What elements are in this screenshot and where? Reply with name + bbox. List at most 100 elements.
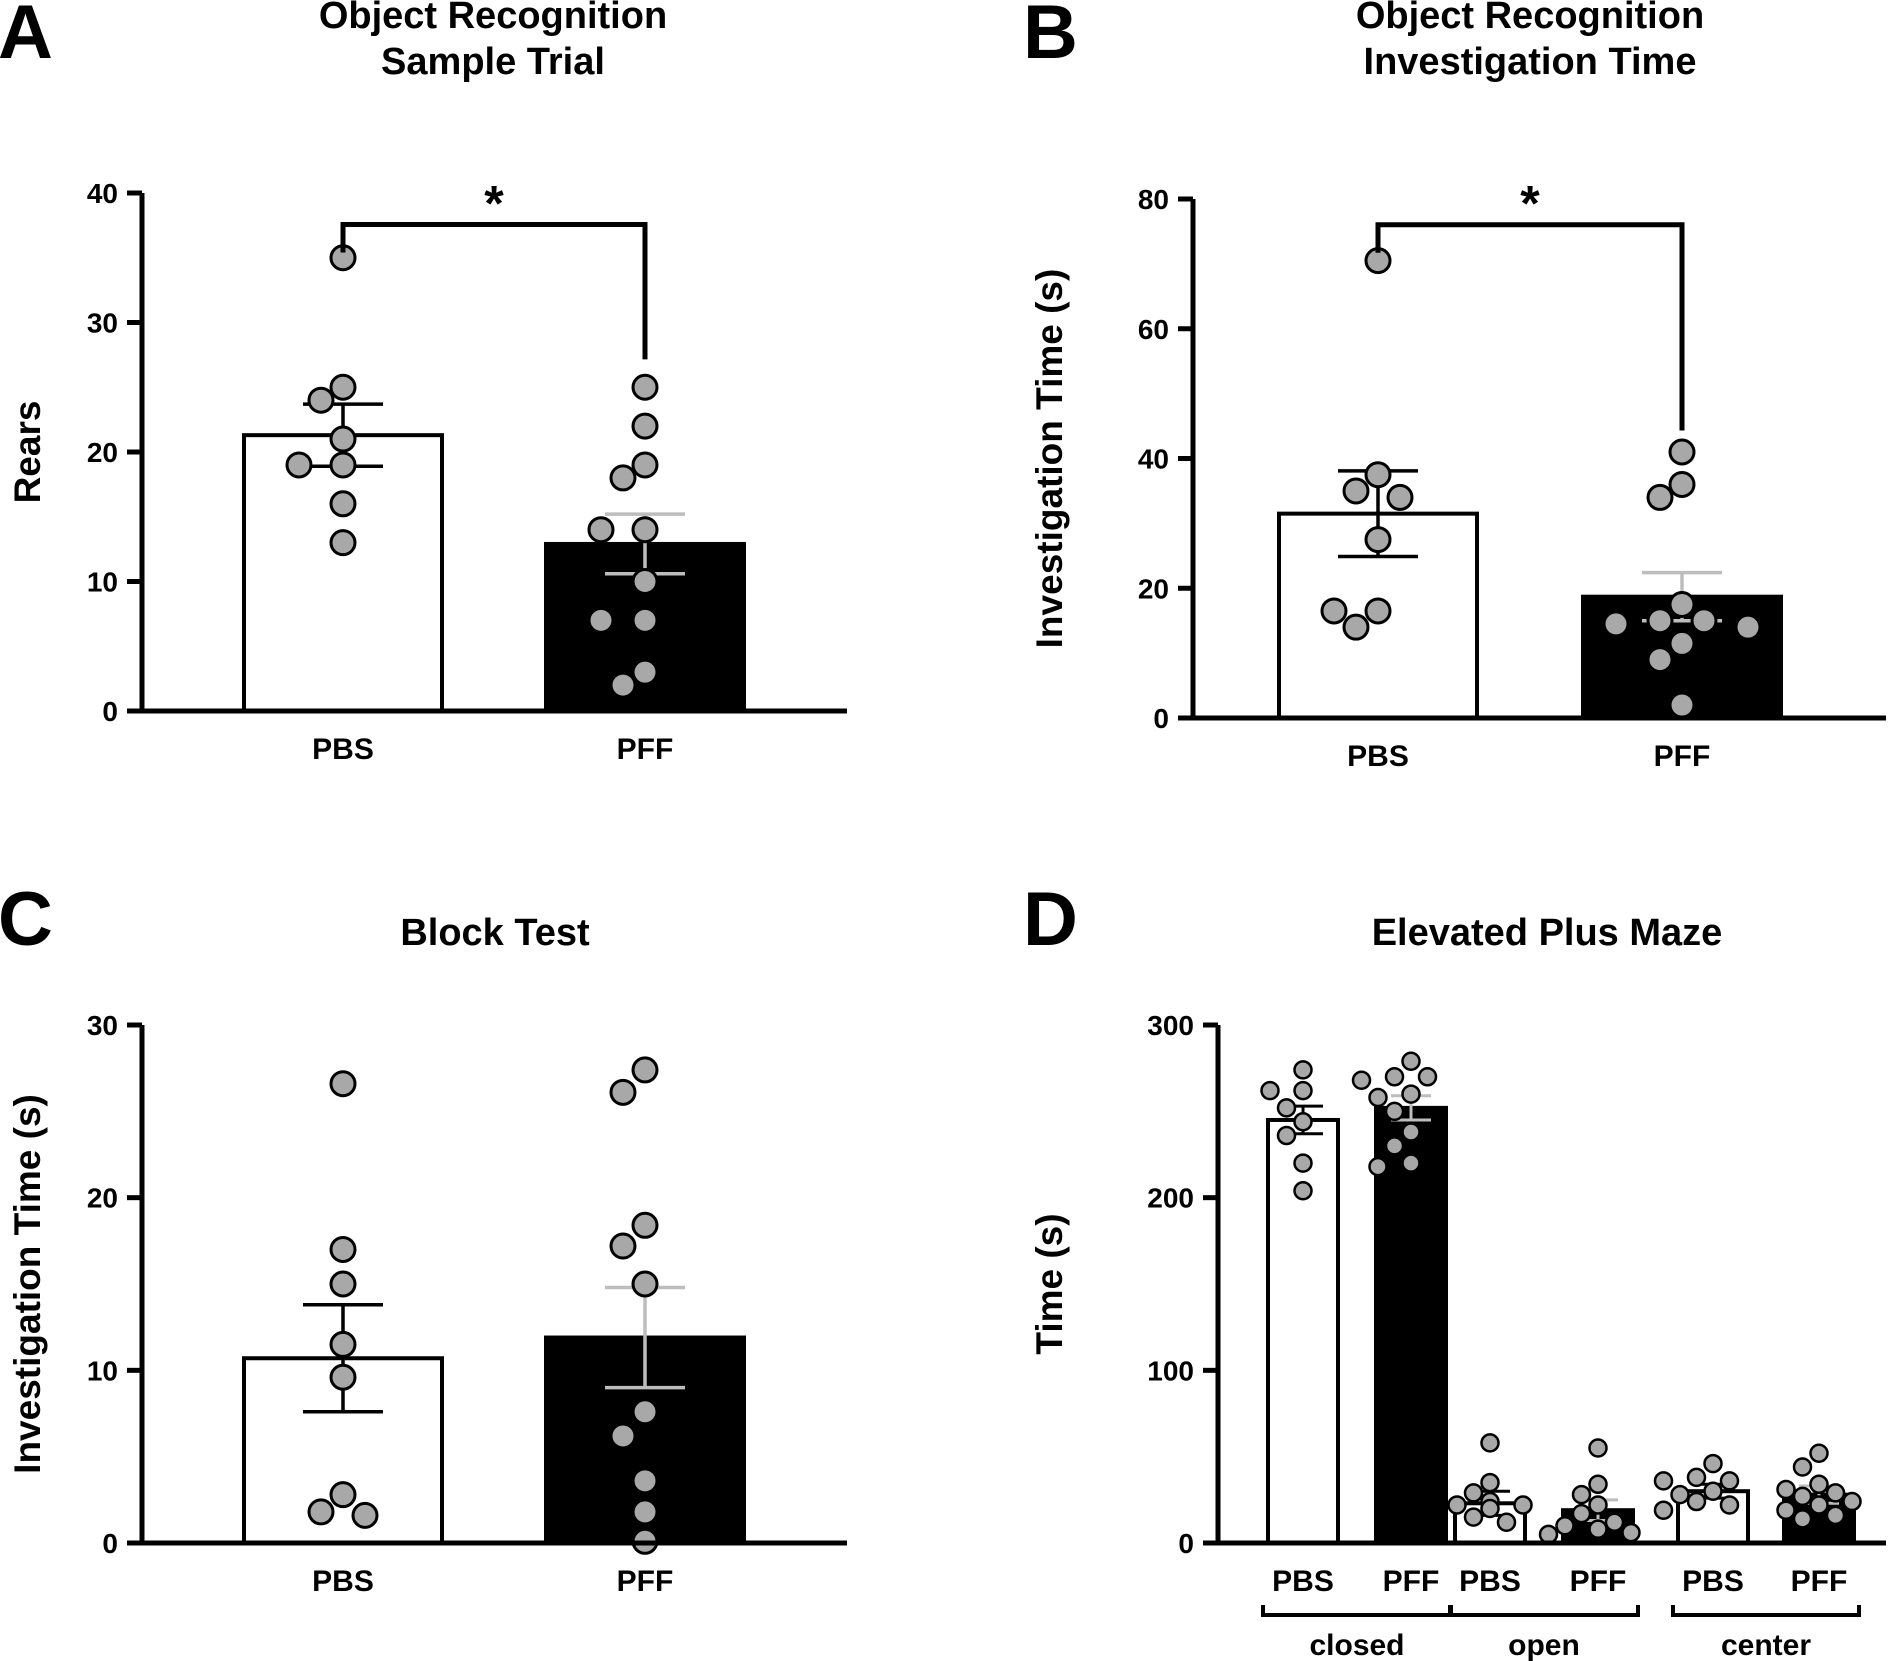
data-point xyxy=(1401,1153,1421,1173)
data-point xyxy=(329,1363,357,1391)
panel-letter: C xyxy=(0,877,53,962)
data-point xyxy=(631,516,659,544)
data-point xyxy=(1668,438,1696,466)
data-point xyxy=(329,425,357,453)
data-point xyxy=(1792,1509,1813,1529)
data-point xyxy=(1276,1098,1297,1118)
data-point xyxy=(1293,1060,1313,1080)
data-point xyxy=(631,1498,659,1526)
chart-title: Sample Trial xyxy=(381,41,605,83)
data-point xyxy=(1513,1495,1533,1515)
data-point xyxy=(587,606,615,634)
data-point xyxy=(1364,461,1392,489)
data-point xyxy=(1588,1438,1608,1458)
data-point xyxy=(609,1078,637,1106)
panel-b: B Object Recognition Investigation Time Inv… xyxy=(1023,0,1886,773)
significance-star: * xyxy=(484,176,504,232)
data-point xyxy=(1401,1051,1421,1072)
data-point xyxy=(1293,1080,1313,1101)
data-point xyxy=(329,490,357,518)
group-label-open: open xyxy=(1508,1629,1580,1661)
y-tick-label: 300 xyxy=(1147,1010,1194,1041)
data-point xyxy=(1480,1433,1500,1453)
data-point xyxy=(1646,646,1674,674)
panel-letter: A xyxy=(0,0,53,75)
x-tick-label-pbs: PBS xyxy=(312,1565,374,1598)
chart-title: Elevated Plus Maze xyxy=(1372,912,1723,954)
data-point xyxy=(1602,610,1630,638)
data-point xyxy=(609,464,637,492)
data-point xyxy=(1351,1070,1372,1091)
data-point xyxy=(1320,597,1348,625)
data-point xyxy=(609,1422,637,1450)
data-point xyxy=(1653,1471,1674,1491)
data-point xyxy=(1384,1136,1405,1156)
y-tick-label: 20 xyxy=(87,437,118,468)
data-point xyxy=(1668,629,1696,657)
x-tick-label-pbs: PBS xyxy=(1272,1565,1334,1598)
data-point xyxy=(1776,1479,1796,1500)
data-point xyxy=(329,1270,357,1298)
data-point xyxy=(1734,613,1762,641)
chart-title: Object Recognition xyxy=(1356,0,1704,37)
y-tick-label: 100 xyxy=(1147,1355,1194,1386)
data-point xyxy=(329,1330,357,1358)
x-tick-label-pff: PFF xyxy=(1570,1565,1627,1598)
data-point xyxy=(1368,1087,1388,1108)
data-point xyxy=(1555,1515,1575,1536)
data-point xyxy=(1825,1505,1846,1526)
x-tick-label-pff: PFF xyxy=(617,733,674,766)
data-point xyxy=(1668,470,1696,498)
data-point xyxy=(609,671,637,699)
data-point xyxy=(1463,1483,1484,1503)
data-point xyxy=(1825,1483,1846,1503)
data-point xyxy=(307,386,335,414)
data-point xyxy=(1401,1084,1421,1104)
data-point xyxy=(329,529,357,557)
data-point xyxy=(631,373,659,401)
chart-title: Object Recognition xyxy=(319,0,667,37)
data-point xyxy=(1809,1443,1829,1463)
data-point xyxy=(1342,613,1370,641)
data-point xyxy=(1646,607,1674,635)
data-point xyxy=(1646,483,1674,511)
data-point xyxy=(1364,597,1392,625)
data-point xyxy=(1686,1467,1707,1488)
data-point xyxy=(1792,1486,1813,1507)
y-tick-label: 0 xyxy=(1153,703,1169,734)
bar-pbs xyxy=(242,433,444,713)
data-point xyxy=(329,1235,357,1263)
data-point xyxy=(329,373,357,401)
data-point xyxy=(1480,1472,1500,1493)
data-point xyxy=(1792,1457,1813,1477)
significance-star: * xyxy=(1520,176,1540,232)
y-axis-label: Investigation Time (s) xyxy=(7,1094,48,1474)
data-point xyxy=(1588,1474,1608,1495)
data-point xyxy=(631,1211,659,1239)
x-tick-label-pff: PFF xyxy=(617,1565,674,1598)
data-point xyxy=(1496,1512,1517,1533)
chart-title: Investigation Time xyxy=(1364,41,1697,83)
y-tick-label: 40 xyxy=(87,178,118,209)
y-tick-label: 60 xyxy=(1138,314,1169,345)
data-point xyxy=(631,606,659,634)
y-tick-label: 20 xyxy=(87,1183,118,1214)
data-point xyxy=(1401,1122,1421,1142)
panel-a: A Object Recognition Sample Trial Rears 0 10 2… xyxy=(0,0,847,766)
y-tick-label: 0 xyxy=(102,696,118,727)
data-point xyxy=(1276,1125,1297,1146)
data-point xyxy=(1670,1484,1690,1505)
y-tick-label: 30 xyxy=(87,308,118,339)
x-tick-label-pbs: PBS xyxy=(1682,1565,1744,1598)
panel-letter: B xyxy=(1023,0,1078,75)
data-point xyxy=(1809,1495,1829,1515)
data-point xyxy=(631,412,659,440)
data-point xyxy=(1447,1495,1467,1515)
x-tick-label-pbs: PBS xyxy=(1347,740,1409,773)
data-point xyxy=(1703,1453,1723,1474)
data-point xyxy=(1842,1491,1862,1512)
chart-title: Block Test xyxy=(400,912,590,954)
y-tick-label: 0 xyxy=(1178,1528,1194,1559)
data-point xyxy=(329,1481,357,1509)
